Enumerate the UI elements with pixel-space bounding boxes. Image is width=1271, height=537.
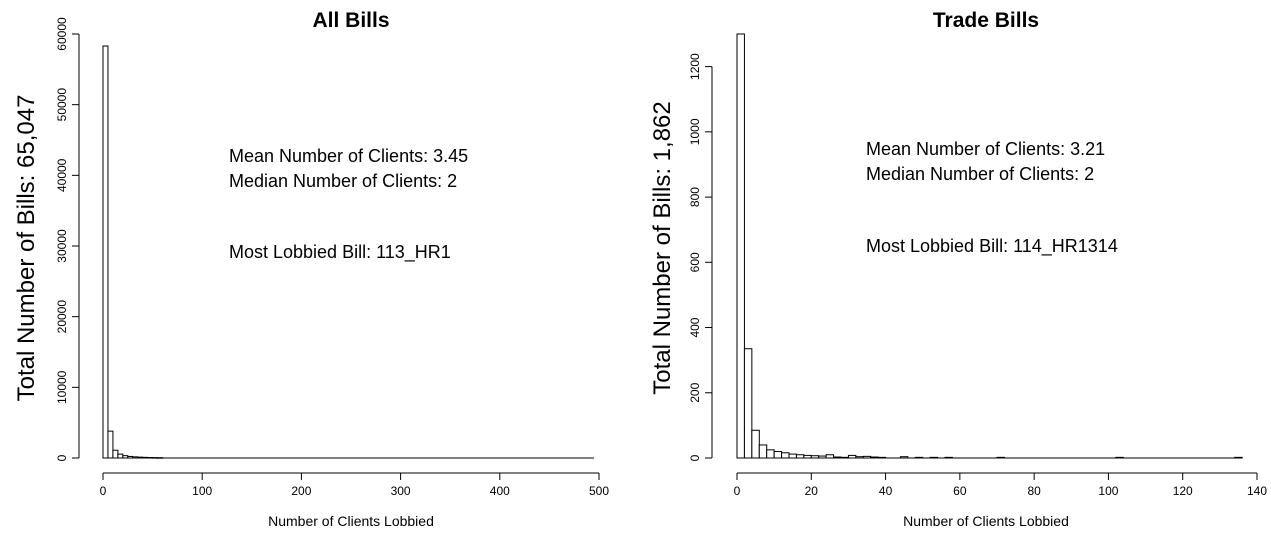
y-tick-label: 50000 [55, 88, 69, 122]
y-tick-label: 1200 [688, 53, 702, 80]
histogram-bar [142, 456, 149, 459]
histogram-bar [157, 457, 164, 459]
y-axis-label: Total Number of Bills: 1,862 [649, 101, 676, 394]
y-tick-label: 200 [688, 382, 702, 402]
x-tick-label: 0 [100, 484, 107, 498]
histogram-bar [929, 456, 939, 459]
histogram-bar [877, 456, 887, 459]
y-tick-label: 600 [688, 252, 702, 272]
y-tick-label: 10000 [55, 370, 69, 404]
histogram-bar [803, 454, 812, 459]
y-tick-label: 60000 [55, 17, 69, 51]
x-tick-label: 300 [391, 484, 411, 498]
histogram-bar [1115, 456, 1124, 459]
x-tick-label: 140 [1247, 484, 1267, 498]
histogram-bar [788, 453, 797, 459]
histogram-bar [137, 456, 144, 459]
x-tick-label: 400 [490, 484, 510, 498]
histogram-bar [847, 454, 857, 459]
panel-all-bills: All Bills Number of Clients Lobbied Tota… [13, 9, 609, 529]
y-axis: 0 10000 20000 30000 40000 50000 60000 [55, 17, 80, 461]
histogram-bar [152, 457, 159, 459]
x-tick-label: 200 [291, 484, 311, 498]
y-tick-label: 40000 [55, 158, 69, 192]
histogram-bar [818, 455, 827, 459]
x-axis: 0 20 40 60 80 100 120 140 [734, 472, 1267, 498]
chart-title: Trade Bills [933, 9, 1039, 32]
x-tick-label: 100 [192, 484, 212, 498]
y-axis: 0 200 400 600 800 1000 1200 [688, 53, 713, 461]
histogram-bar [127, 455, 134, 459]
histogram-bar [773, 450, 783, 459]
x-tick-label: 0 [734, 484, 741, 498]
chart-title: All Bills [312, 9, 389, 32]
x-tick-label: 60 [953, 484, 967, 498]
histogram-bar [132, 456, 139, 459]
annotation-most-lobbied: Most Lobbied Bill: 113_HR1 [229, 242, 451, 263]
histogram-bar [147, 457, 154, 459]
y-tick-label: 400 [688, 317, 702, 337]
y-tick-label: 0 [688, 454, 702, 461]
histogram-bar [766, 449, 775, 459]
panel-trade-bills: Trade Bills Number of Clients Lobbied To… [649, 9, 1267, 529]
histogram-bar [855, 456, 864, 459]
histogram-bar [944, 456, 953, 459]
histogram-bar [825, 454, 835, 459]
x-axis-label: Number of Clients Lobbied [903, 513, 1069, 529]
x-tick-label: 40 [879, 484, 893, 498]
bars [736, 33, 1243, 459]
annotation-mean: Mean Number of Clients: 3.45 [229, 146, 468, 166]
y-tick-label: 20000 [55, 300, 69, 334]
y-tick-label: 800 [688, 187, 702, 207]
x-tick-label: 500 [589, 484, 609, 498]
histogram-bar [870, 456, 879, 459]
histogram-bar [758, 444, 768, 459]
histogram-bar [751, 429, 760, 459]
x-axis: 0 100 200 300 400 500 [100, 472, 609, 498]
histogram-bar [107, 430, 114, 459]
histogram-bar [833, 456, 842, 459]
x-axis-label: Number of Clients Lobbied [268, 513, 434, 529]
y-tick-label: 0 [55, 454, 69, 461]
annotation-mean: Mean Number of Clients: 3.21 [866, 139, 1105, 159]
y-tick-label: 30000 [55, 229, 69, 263]
bars [102, 45, 595, 459]
histogram-bar [810, 455, 820, 459]
x-tick-label: 100 [1098, 484, 1118, 498]
histogram-bar [914, 456, 924, 459]
histogram-bar [1234, 456, 1243, 459]
histogram-bar [112, 449, 119, 459]
histogram-bar [862, 455, 872, 459]
x-tick-label: 20 [805, 484, 819, 498]
histogram-bar [996, 456, 1005, 459]
y-tick-label: 1000 [688, 118, 702, 145]
histogram-bar [743, 348, 753, 459]
histogram-bar [102, 45, 109, 459]
histogram-bar [899, 456, 909, 459]
histogram-bar [117, 453, 124, 459]
annotation-median: Median Number of Clients: 2 [229, 171, 457, 191]
histogram-bar [840, 456, 849, 459]
x-tick-label: 80 [1027, 484, 1041, 498]
y-axis-label: Total Number of Bills: 65,047 [13, 95, 40, 402]
histogram-bar [122, 455, 129, 459]
histogram-bar [736, 33, 745, 459]
annotation-most-lobbied: Most Lobbied Bill: 114_HR1314 [866, 236, 1118, 257]
histogram-bar [795, 454, 805, 459]
x-tick-label: 120 [1173, 484, 1193, 498]
histogram-bar [781, 452, 790, 459]
annotation-median: Median Number of Clients: 2 [866, 164, 1094, 184]
